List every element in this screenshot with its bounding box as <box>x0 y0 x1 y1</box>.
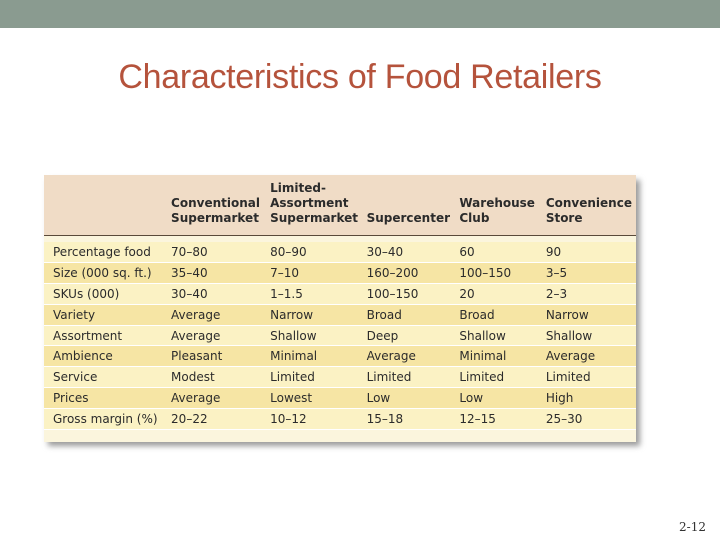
table-cell: Limited <box>362 366 456 389</box>
table-cell: 20 <box>455 283 542 305</box>
table-cell: 60 <box>455 242 542 264</box>
top-bar <box>0 0 720 28</box>
slide-number: 2-12 <box>679 520 706 534</box>
table-cell: 80–90 <box>266 242 363 264</box>
table-cell: Broad <box>362 304 456 326</box>
table-row: Prices Average Lowest Low Low High <box>44 387 636 409</box>
table-cell: 1–1.5 <box>266 283 363 305</box>
row-label: Variety <box>44 304 168 326</box>
table-cell: Shallow <box>541 325 636 347</box>
row-label: Service <box>44 366 168 389</box>
table-cell: 100–150 <box>455 262 542 285</box>
table-cell: Average <box>541 345 636 368</box>
table-cell: Broad <box>455 304 542 326</box>
table-cell: 15–18 <box>362 408 456 430</box>
column-header: Supercenter <box>362 175 456 235</box>
table-cell: Average <box>167 387 267 409</box>
table-cell: 25–30 <box>541 408 636 430</box>
column-header <box>44 175 168 235</box>
row-label: Gross margin (%) <box>44 408 168 430</box>
table-cell: Limited <box>266 366 363 389</box>
table-cell: 35–40 <box>167 262 267 285</box>
table-row: Service Modest Limited Limited Limited Limite… <box>44 366 636 389</box>
row-label: Ambience <box>44 345 168 368</box>
table-row: Percentage food 70–80 80–90 30–40 60 90 <box>44 242 636 264</box>
table-cell: Lowest <box>266 387 363 409</box>
table-cell: Limited <box>455 366 542 389</box>
spacer <box>44 236 636 242</box>
table-row: SKUs (000) 30–40 1–1.5 100–150 20 2–3 <box>44 283 636 305</box>
table-cell: Narrow <box>541 304 636 326</box>
column-header: Conventional Supermarket <box>167 175 267 235</box>
table-cell: 160–200 <box>362 262 456 285</box>
table-cell: Average <box>167 304 267 326</box>
table-cell: 100–150 <box>362 283 456 305</box>
table-cell: Average <box>167 325 267 347</box>
header-divider <box>44 235 636 236</box>
table-cell: Modest <box>167 366 267 389</box>
table-row: Gross margin (%) 20–22 10–12 15–18 12–15 25–3… <box>44 408 636 430</box>
row-label: Prices <box>44 387 168 409</box>
row-label: Size (000 sq. ft.) <box>44 262 168 285</box>
column-header: Convenience Store <box>541 175 636 235</box>
table-cell: 30–40 <box>167 283 267 305</box>
food-retailers-table: Conventional Supermarket Limited- Assortme… <box>44 175 636 442</box>
row-label: SKUs (000) <box>44 283 168 305</box>
spacer <box>44 429 636 442</box>
row-label: Percentage food <box>44 242 168 264</box>
table-cell: Pleasant <box>167 345 267 368</box>
table-cell: Narrow <box>266 304 363 326</box>
slide-title: Characteristics of Food Retailers <box>118 58 602 96</box>
table-cell: 3–5 <box>541 262 636 285</box>
table-cell: 90 <box>541 242 636 264</box>
column-header: Warehouse Club <box>455 175 542 235</box>
table-cell: High <box>541 387 636 409</box>
table-cell: Limited <box>541 366 636 389</box>
table-cell: 7–10 <box>266 262 363 285</box>
comparison-table: Conventional Supermarket Limited- Assortme… <box>44 175 636 442</box>
table-cell: 2–3 <box>541 283 636 305</box>
table-cell: 20–22 <box>167 408 267 430</box>
header-row: Conventional Supermarket Limited- Assortme… <box>44 175 636 235</box>
row-label: Assortment <box>44 325 168 347</box>
table-cell: 70–80 <box>167 242 267 264</box>
table-cell: 12–15 <box>455 408 542 430</box>
column-header: Limited- Assortment Supermarket <box>266 175 363 235</box>
table-cell: 30–40 <box>362 242 456 264</box>
table-cell: Minimal <box>266 345 363 368</box>
table-cell: Shallow <box>266 325 363 347</box>
table-cell: 10–12 <box>266 408 363 430</box>
table-cell: Minimal <box>455 345 542 368</box>
table-cell: Low <box>362 387 456 409</box>
table-row: Variety Average Narrow Broad Broad Narrow <box>44 304 636 326</box>
table-row: Ambience Pleasant Minimal Average Minimal Ave… <box>44 345 636 368</box>
table-row: Size (000 sq. ft.) 35–40 7–10 160–200 100–15… <box>44 262 636 285</box>
table-row: Assortment Average Shallow Deep Shallow Shall… <box>44 325 636 347</box>
table-cell: Low <box>455 387 542 409</box>
table-cell: Shallow <box>455 325 542 347</box>
table-cell: Deep <box>362 325 456 347</box>
table-cell: Average <box>362 345 456 368</box>
